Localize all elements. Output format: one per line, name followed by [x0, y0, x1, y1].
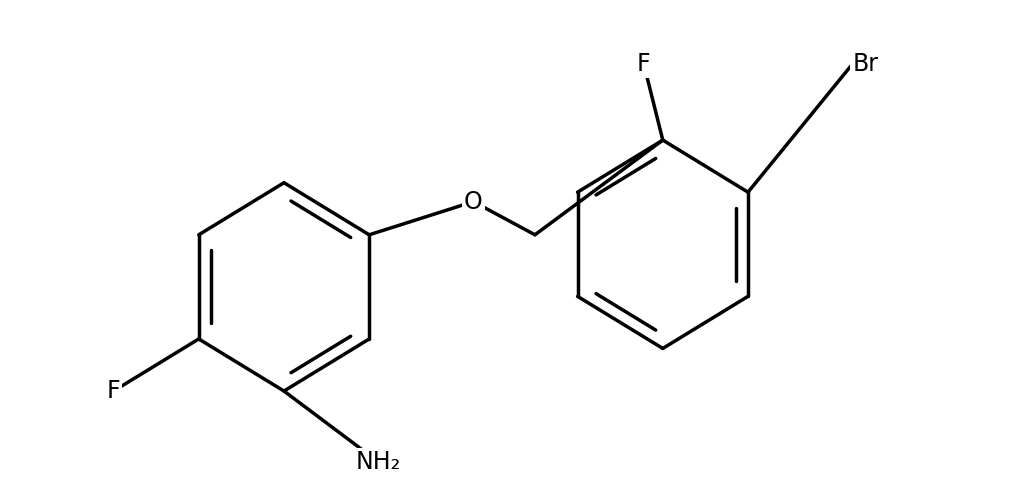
- Text: O: O: [464, 190, 483, 214]
- Text: Br: Br: [852, 52, 878, 76]
- Text: F: F: [637, 52, 650, 76]
- Text: NH₂: NH₂: [356, 450, 401, 474]
- Text: F: F: [106, 379, 121, 403]
